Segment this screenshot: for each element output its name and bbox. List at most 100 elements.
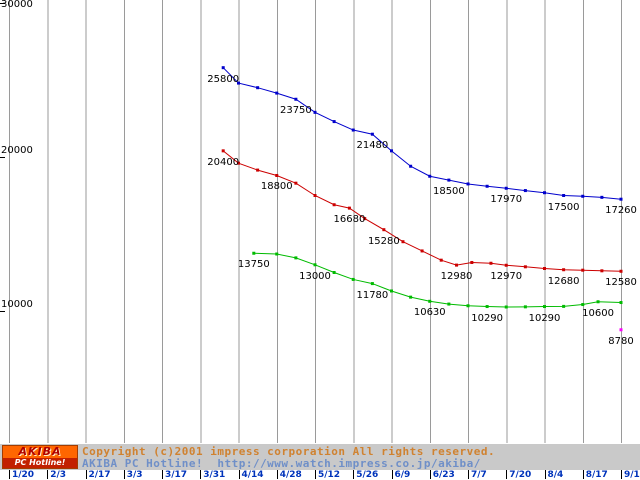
data-point-green: [428, 299, 432, 303]
data-point-blue: [543, 191, 546, 195]
data-point-blue: [504, 186, 508, 190]
data-point-blue: [221, 66, 225, 70]
data-point-red: [313, 194, 317, 197]
x-tick-label: 3/31: [203, 470, 226, 480]
data-point-red: [543, 266, 546, 270]
data-point-blue: [332, 120, 336, 124]
data-point-blue: [447, 178, 451, 182]
x-axis-tick: [429, 470, 431, 479]
data-point-green: [313, 263, 317, 267]
x-tick-label: 3/3: [126, 470, 143, 480]
data-point-blue: [409, 164, 413, 168]
x-axis-tick: [544, 470, 546, 479]
x-axis-tick: [468, 470, 469, 479]
x-axis-tick: [162, 470, 163, 479]
data-point-blue: [466, 182, 470, 186]
x-tick-label: 2/17: [88, 470, 111, 480]
x-axis-tick: [276, 470, 278, 479]
data-point-magenta: [619, 328, 623, 332]
data-point-red: [237, 161, 240, 165]
x-tick-label: 6/23: [432, 470, 455, 480]
data-point-blue: [275, 91, 279, 95]
data-point-red: [470, 260, 474, 264]
data-point-green: [390, 289, 393, 293]
data-point-red: [439, 258, 443, 262]
data-point-green: [485, 305, 489, 309]
x-axis-tick: [506, 470, 508, 479]
x-axis-tick: [391, 470, 393, 479]
data-point-green: [252, 251, 256, 255]
x-axis-tick: [47, 470, 49, 479]
data-point-green: [351, 277, 355, 281]
x-axis-tick: [353, 470, 355, 479]
data-point-red: [581, 268, 585, 272]
series-line-green: [253, 252, 622, 308]
data-point-red: [347, 206, 351, 210]
data-point-red: [294, 181, 298, 185]
data-point-blue: [562, 194, 566, 197]
data-point-blue: [237, 81, 240, 85]
x-tick-label: 8/4: [547, 470, 564, 480]
data-point-green: [596, 300, 600, 304]
data-point-red: [489, 261, 493, 265]
akiba-pc-hotline-logo: AKIBA PC Hotline!: [2, 445, 78, 469]
data-point-green: [504, 305, 508, 309]
data-point-red: [619, 269, 623, 273]
x-axis-tick: [315, 470, 316, 479]
data-point-blue: [294, 97, 298, 101]
data-point-green: [619, 301, 623, 305]
data-point-blue: [485, 184, 489, 188]
x-tick-label: 4/14: [241, 470, 264, 480]
data-point-green: [466, 304, 470, 308]
data-point-blue: [523, 189, 527, 193]
logo-pc-hotline-text: PC Hotline!: [3, 458, 77, 468]
data-point-red: [523, 265, 527, 269]
copyright-text: Copyright (c)2001 impress corporation Al…: [82, 445, 496, 458]
data-point-blue: [581, 194, 585, 198]
data-point-red: [401, 240, 405, 244]
footer-bar: AKIBA PC Hotline! Copyright (c)2001 impr…: [0, 444, 640, 470]
data-point-green: [332, 271, 336, 274]
series-line-blue: [222, 67, 622, 200]
data-point-red: [363, 217, 367, 221]
chart-canvas: [0, 0, 623, 443]
data-point-blue: [390, 149, 393, 153]
x-axis-tick: [9, 470, 10, 479]
series-line-red: [222, 150, 622, 272]
data-point-blue: [351, 128, 355, 132]
data-point-blue: [600, 195, 604, 199]
x-tick-label: 8/17: [585, 470, 608, 480]
x-axis-tick: [582, 470, 584, 479]
x-tick-label: 1/20: [12, 470, 35, 480]
data-point-green: [409, 295, 413, 299]
x-axis-tick: [200, 470, 202, 479]
data-point-blue: [256, 86, 260, 90]
price-chart: 30000 20000 10000 25800 23750 21480 18500 17970…: [0, 0, 637, 443]
x-tick-label: 6/9: [394, 470, 411, 480]
data-point-red: [504, 263, 508, 267]
x-axis-row: 1/20 2/3 2/17 3/3 3/17 3/31 4/14 4/28 5/12 5/26 6/…: [0, 470, 640, 480]
x-axis-tick: [238, 470, 240, 479]
x-axis-tick: [123, 470, 125, 479]
x-tick-label: 7/20: [509, 470, 532, 480]
data-point-green: [581, 303, 585, 307]
x-tick-label: 4/28: [279, 470, 302, 480]
data-point-red: [332, 203, 336, 207]
data-point-red: [562, 268, 566, 272]
data-point-blue: [619, 197, 623, 201]
data-point-red: [275, 173, 279, 177]
data-point-green: [447, 302, 451, 306]
x-tick-label: 5/12: [318, 470, 341, 480]
data-point-red: [221, 149, 225, 153]
x-axis-tick: [621, 470, 622, 479]
data-point-red: [256, 168, 260, 172]
data-point-green: [562, 304, 566, 308]
x-tick-label: 2/3: [50, 470, 67, 480]
x-tick-label: 7/7: [471, 470, 487, 480]
site-url-text: AKIBA PC Hotline! http://www.watch.impre…: [82, 457, 481, 470]
data-point-blue: [428, 174, 432, 178]
x-tick-label: 5/26: [356, 470, 379, 480]
data-point-red: [382, 228, 386, 232]
data-point-green: [543, 305, 546, 309]
data-point-green: [523, 305, 527, 309]
